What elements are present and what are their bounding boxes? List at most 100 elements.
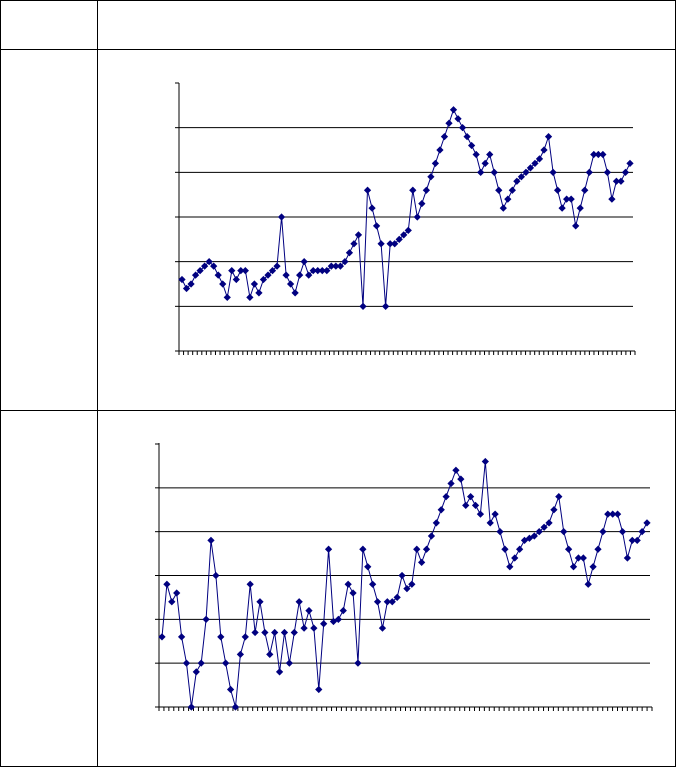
data-point bbox=[431, 159, 440, 168]
data-point bbox=[604, 510, 612, 518]
data-point bbox=[282, 271, 290, 279]
data-point bbox=[395, 235, 403, 243]
data-point bbox=[462, 501, 470, 509]
data-point bbox=[310, 624, 318, 632]
data-point bbox=[574, 554, 583, 562]
data-point bbox=[277, 213, 286, 221]
data-point bbox=[454, 115, 462, 123]
data-point bbox=[201, 262, 209, 270]
data-point bbox=[158, 633, 166, 641]
data-point bbox=[599, 150, 607, 159]
data-point bbox=[231, 703, 240, 711]
data-point bbox=[445, 119, 453, 127]
data-point bbox=[336, 262, 345, 270]
data-point bbox=[638, 528, 646, 536]
data-point bbox=[187, 280, 195, 288]
data-point bbox=[214, 271, 222, 279]
data-point bbox=[290, 628, 298, 637]
data-point bbox=[491, 510, 499, 518]
data-point bbox=[422, 186, 430, 194]
data-point bbox=[458, 124, 467, 132]
data-point bbox=[535, 528, 543, 536]
data-point bbox=[520, 536, 529, 545]
data-point bbox=[177, 633, 186, 641]
data-point bbox=[241, 266, 249, 275]
data-point bbox=[286, 280, 295, 288]
data-point bbox=[373, 598, 382, 606]
data-point bbox=[364, 563, 372, 571]
data-point bbox=[344, 580, 352, 588]
data-point bbox=[481, 457, 489, 466]
data-point bbox=[579, 554, 587, 562]
table-row-divider-2 bbox=[0, 410, 676, 411]
data-point bbox=[377, 240, 385, 248]
data-point bbox=[259, 275, 268, 284]
data-point bbox=[212, 571, 220, 580]
data-point bbox=[477, 168, 485, 176]
data-point bbox=[643, 519, 651, 527]
data-point bbox=[621, 168, 630, 176]
data-point bbox=[472, 150, 480, 159]
data-point bbox=[350, 240, 358, 248]
data-point bbox=[334, 615, 342, 623]
data-point bbox=[463, 132, 471, 141]
data-point bbox=[300, 258, 308, 266]
data-point bbox=[251, 628, 259, 637]
data-point bbox=[398, 571, 406, 580]
table-column-divider bbox=[97, 0, 98, 767]
data-point bbox=[457, 475, 465, 483]
data-point bbox=[467, 141, 476, 150]
data-point bbox=[341, 258, 349, 266]
data-point bbox=[558, 204, 566, 212]
data-point bbox=[368, 204, 376, 212]
data-point bbox=[467, 492, 475, 501]
data-point bbox=[486, 150, 494, 159]
data-point bbox=[246, 580, 254, 588]
data-point bbox=[589, 563, 597, 571]
data-point bbox=[447, 479, 455, 488]
data-point bbox=[305, 606, 313, 615]
data-point bbox=[305, 271, 313, 279]
data-point bbox=[516, 545, 524, 553]
data-point bbox=[388, 598, 396, 606]
data-point bbox=[223, 293, 231, 302]
data-point bbox=[219, 280, 227, 288]
data-point bbox=[236, 650, 245, 659]
table-row-divider-1 bbox=[0, 49, 676, 50]
series-line-2 bbox=[161, 461, 648, 708]
data-point bbox=[354, 231, 363, 239]
data-point bbox=[404, 226, 412, 235]
data-point bbox=[560, 528, 568, 536]
data-point bbox=[369, 580, 377, 588]
data-point bbox=[255, 289, 263, 297]
data-point bbox=[486, 519, 494, 527]
data-point bbox=[393, 593, 401, 602]
data-point bbox=[241, 633, 249, 641]
data-point bbox=[452, 466, 460, 474]
data-point bbox=[531, 159, 539, 168]
data-point bbox=[418, 558, 426, 566]
data-point bbox=[400, 231, 408, 239]
data-point bbox=[603, 168, 611, 176]
data-point bbox=[608, 195, 616, 203]
data-point bbox=[246, 293, 254, 302]
data-point bbox=[422, 545, 431, 553]
data-point bbox=[623, 554, 632, 562]
data-point bbox=[567, 195, 575, 203]
data-point bbox=[513, 177, 521, 185]
data-point bbox=[222, 659, 230, 667]
data-point bbox=[409, 186, 417, 194]
data-point bbox=[261, 628, 269, 637]
data-point bbox=[391, 240, 399, 248]
data-point bbox=[275, 668, 284, 676]
data-point bbox=[496, 528, 504, 536]
data-point bbox=[210, 262, 218, 270]
data-point bbox=[408, 580, 416, 588]
data-point bbox=[173, 589, 181, 597]
data-point bbox=[207, 536, 215, 545]
data-point bbox=[449, 106, 458, 114]
data-point bbox=[418, 199, 426, 208]
data-point bbox=[427, 532, 436, 540]
data-point bbox=[178, 275, 186, 284]
